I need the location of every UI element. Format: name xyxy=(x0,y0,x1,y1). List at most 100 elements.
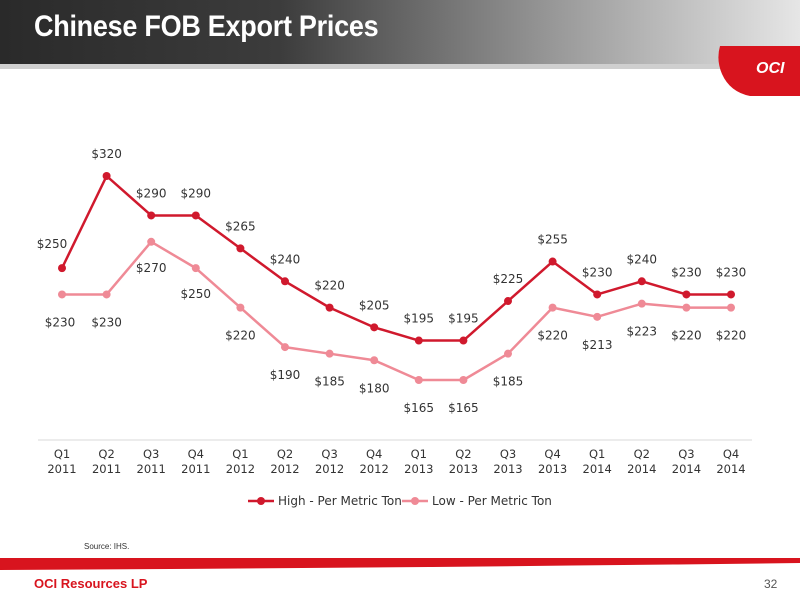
low-data-point xyxy=(414,376,423,384)
high-data-point xyxy=(325,303,334,312)
x-tick-label-year: 2011 xyxy=(47,462,76,476)
x-tick-label-quarter: Q1 xyxy=(589,447,605,461)
high-data-point xyxy=(236,244,245,253)
high-data-label: $230 xyxy=(671,265,702,279)
x-tick-label-year: 2011 xyxy=(137,462,166,476)
high-data-point xyxy=(102,172,111,180)
x-tick-label-quarter: Q1 xyxy=(54,447,70,461)
page-number: 32 xyxy=(764,577,778,591)
source-note: Source: IHS. xyxy=(84,542,130,551)
high-data-label: $220 xyxy=(314,279,345,293)
high-data-label: $225 xyxy=(493,272,524,286)
high-data-label: $195 xyxy=(448,312,479,326)
x-tick-label-quarter: Q4 xyxy=(188,447,204,461)
legend-swatch-marker xyxy=(411,497,419,505)
x-tick-label-quarter: Q4 xyxy=(544,447,560,461)
high-data-label: $230 xyxy=(716,265,747,279)
x-tick-label-quarter: Q2 xyxy=(634,447,650,461)
x-tick-label-quarter: Q2 xyxy=(98,447,114,461)
high-data-point xyxy=(370,323,379,332)
x-tick-label-year: 2014 xyxy=(583,462,612,476)
low-data-point xyxy=(593,312,602,321)
x-tick-label-year: 2012 xyxy=(360,462,389,476)
high-data-point xyxy=(58,264,66,273)
low-series-line xyxy=(62,240,731,382)
x-tick-label-year: 2013 xyxy=(404,462,433,476)
x-tick-label-quarter: Q2 xyxy=(277,447,293,461)
x-tick-label-quarter: Q4 xyxy=(723,447,739,461)
high-data-point xyxy=(504,297,512,306)
high-data-label: $205 xyxy=(359,298,390,312)
x-tick-label-quarter: Q1 xyxy=(411,447,427,461)
x-tick-label-year: 2013 xyxy=(449,462,478,476)
legend-label: Low - Per Metric Ton xyxy=(432,494,552,508)
low-data-point xyxy=(102,290,111,299)
low-data-point xyxy=(637,299,646,308)
high-data-point xyxy=(593,290,602,299)
low-data-point xyxy=(727,303,735,312)
oci-logo: OCI xyxy=(718,46,800,96)
high-series-line xyxy=(60,174,731,342)
low-data-label: $220 xyxy=(716,329,747,343)
x-tick-label-quarter: Q3 xyxy=(678,447,694,461)
logo-text: OCI xyxy=(756,60,785,77)
high-data-point xyxy=(147,211,156,220)
legend-label: High - Per Metric Ton xyxy=(278,494,402,508)
low-data-label: $250 xyxy=(181,287,212,301)
x-tick-label-year: 2012 xyxy=(315,462,344,476)
high-data-point xyxy=(459,336,468,345)
high-data-label: $250 xyxy=(37,237,68,251)
header-divider xyxy=(0,64,800,69)
x-tick-label-quarter: Q1 xyxy=(232,447,248,461)
high-data-point xyxy=(191,211,200,220)
high-data-label: $290 xyxy=(136,186,167,200)
low-data-label: $230 xyxy=(45,315,76,329)
x-tick-label-year: 2014 xyxy=(672,462,701,476)
low-data-point xyxy=(548,303,557,312)
low-data-point xyxy=(281,343,289,352)
low-data-point xyxy=(191,264,200,273)
high-data-label: $320 xyxy=(91,147,122,161)
high-data-point xyxy=(281,277,289,286)
plot-area: Q12011Q22011Q32011Q42011Q12012Q22012Q320… xyxy=(37,147,752,508)
x-tick-label-year: 2012 xyxy=(226,462,255,476)
x-tick-label-quarter: Q3 xyxy=(321,447,337,461)
low-data-point xyxy=(682,303,691,312)
x-tick-label-year: 2012 xyxy=(270,462,299,476)
x-tick-label-quarter: Q3 xyxy=(143,447,159,461)
low-data-label: $190 xyxy=(270,368,301,382)
legend-swatch-marker xyxy=(257,497,265,505)
x-tick-label-year: 2011 xyxy=(181,462,210,476)
logo-swoosh xyxy=(718,46,800,96)
low-data-label: $185 xyxy=(314,375,345,389)
x-tick-label-year: 2014 xyxy=(716,462,745,476)
low-data-point xyxy=(58,290,66,299)
high-data-label: $290 xyxy=(181,186,212,200)
low-data-label: $165 xyxy=(404,401,435,415)
high-data-point xyxy=(727,290,735,299)
x-tick-label-year: 2013 xyxy=(493,462,522,476)
low-data-label: $180 xyxy=(359,381,390,395)
high-data-label: $255 xyxy=(537,233,568,247)
high-data-point xyxy=(414,336,423,345)
low-data-label: $270 xyxy=(136,261,167,275)
low-data-label: $230 xyxy=(91,315,122,329)
x-tick-label-quarter: Q2 xyxy=(455,447,471,461)
high-data-point xyxy=(548,257,557,266)
high-data-point xyxy=(637,277,646,286)
low-data-label: $213 xyxy=(582,338,613,352)
high-data-label: $265 xyxy=(225,219,256,233)
low-data-point xyxy=(459,376,468,384)
low-data-label: $185 xyxy=(493,375,524,389)
high-data-point xyxy=(682,290,691,299)
low-data-label: $220 xyxy=(225,329,256,343)
low-data-label: $220 xyxy=(537,329,568,343)
footer-swoosh xyxy=(0,558,800,570)
low-data-label: $223 xyxy=(627,325,658,339)
low-data-label: $220 xyxy=(671,329,702,343)
low-data-point xyxy=(504,349,512,358)
low-data-point xyxy=(236,303,245,312)
x-tick-label-year: 2011 xyxy=(92,462,121,476)
high-data-label: $195 xyxy=(404,312,435,326)
footer-company: OCI Resources LP xyxy=(34,576,148,591)
